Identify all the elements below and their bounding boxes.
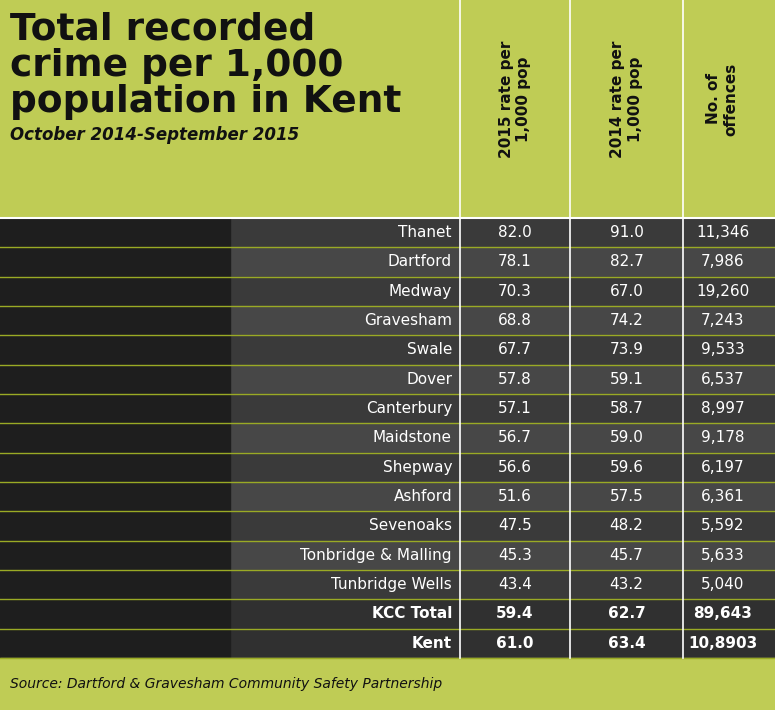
Bar xyxy=(0,306,775,335)
Text: 59.0: 59.0 xyxy=(610,430,643,445)
Bar xyxy=(0,628,775,658)
Text: 73.9: 73.9 xyxy=(609,342,643,358)
Bar xyxy=(0,599,230,628)
Text: 2015 rate per
1,000 pop: 2015 rate per 1,000 pop xyxy=(499,40,531,158)
Text: Tunbridge Wells: Tunbridge Wells xyxy=(331,577,452,592)
Text: Gravesham: Gravesham xyxy=(364,313,452,328)
Text: 9,533: 9,533 xyxy=(701,342,744,358)
Bar xyxy=(0,335,230,365)
Bar xyxy=(0,277,775,306)
Bar xyxy=(0,570,775,599)
Text: Shepway: Shepway xyxy=(383,460,452,475)
Text: 5,592: 5,592 xyxy=(701,518,744,533)
Text: 6,537: 6,537 xyxy=(701,372,744,387)
Text: population in Kent: population in Kent xyxy=(10,84,401,120)
Text: Total recorded: Total recorded xyxy=(10,12,315,48)
Bar xyxy=(0,423,775,453)
Text: 62.7: 62.7 xyxy=(608,606,646,621)
Text: October 2014-September 2015: October 2014-September 2015 xyxy=(10,126,299,144)
Text: 67.0: 67.0 xyxy=(610,284,643,299)
Text: Sevenoaks: Sevenoaks xyxy=(369,518,452,533)
Text: 19,260: 19,260 xyxy=(696,284,749,299)
Bar xyxy=(0,570,230,599)
Text: 68.8: 68.8 xyxy=(498,313,532,328)
Bar xyxy=(0,335,775,365)
Text: 43.4: 43.4 xyxy=(498,577,532,592)
Text: 43.2: 43.2 xyxy=(610,577,643,592)
Bar xyxy=(0,453,775,482)
Bar xyxy=(0,218,775,247)
Text: 57.8: 57.8 xyxy=(498,372,532,387)
Text: 6,361: 6,361 xyxy=(701,489,744,504)
Bar xyxy=(0,394,775,423)
Text: Dartford: Dartford xyxy=(388,254,452,270)
Text: Ashford: Ashford xyxy=(394,489,452,504)
Bar xyxy=(0,423,230,453)
Text: 70.3: 70.3 xyxy=(498,284,532,299)
Bar xyxy=(0,218,230,247)
Text: 57.1: 57.1 xyxy=(498,401,532,416)
Text: 67.7: 67.7 xyxy=(498,342,532,358)
Text: Thanet: Thanet xyxy=(398,225,452,240)
Bar xyxy=(0,247,230,277)
Text: 56.6: 56.6 xyxy=(498,460,532,475)
Text: 63.4: 63.4 xyxy=(608,636,646,651)
Text: 91.0: 91.0 xyxy=(610,225,643,240)
Text: 7,243: 7,243 xyxy=(701,313,744,328)
Text: crime per 1,000: crime per 1,000 xyxy=(10,48,343,84)
Text: 61.0: 61.0 xyxy=(496,636,534,651)
Text: 59.6: 59.6 xyxy=(609,460,643,475)
Bar xyxy=(0,306,230,335)
Text: 11,346: 11,346 xyxy=(696,225,749,240)
Text: 8,997: 8,997 xyxy=(701,401,744,416)
Text: 6,197: 6,197 xyxy=(701,460,744,475)
Text: No. of
offences: No. of offences xyxy=(706,62,739,136)
Text: Source: Dartford & Gravesham Community Safety Partnership: Source: Dartford & Gravesham Community S… xyxy=(10,677,442,691)
Text: 74.2: 74.2 xyxy=(610,313,643,328)
Text: Maidstone: Maidstone xyxy=(373,430,452,445)
Text: 9,178: 9,178 xyxy=(701,430,744,445)
Bar xyxy=(0,599,775,628)
Text: 56.7: 56.7 xyxy=(498,430,532,445)
Bar xyxy=(0,365,230,394)
Text: 58.7: 58.7 xyxy=(610,401,643,416)
Text: 48.2: 48.2 xyxy=(610,518,643,533)
Text: 5,633: 5,633 xyxy=(701,548,744,563)
Text: KCC Total: KCC Total xyxy=(372,606,452,621)
Bar xyxy=(0,453,230,482)
Text: 47.5: 47.5 xyxy=(498,518,532,533)
Bar xyxy=(0,365,775,394)
Text: 89,643: 89,643 xyxy=(693,606,752,621)
Text: 82.7: 82.7 xyxy=(610,254,643,270)
Text: Kent: Kent xyxy=(412,636,452,651)
Bar xyxy=(0,628,230,658)
Text: 57.5: 57.5 xyxy=(610,489,643,504)
Text: 5,040: 5,040 xyxy=(701,577,744,592)
Text: 59.4: 59.4 xyxy=(496,606,534,621)
Text: 7,986: 7,986 xyxy=(701,254,744,270)
Text: Canterbury: Canterbury xyxy=(366,401,452,416)
Bar xyxy=(0,541,775,570)
Text: 59.1: 59.1 xyxy=(610,372,643,387)
Text: 2014 rate per
1,000 pop: 2014 rate per 1,000 pop xyxy=(610,40,642,158)
Bar xyxy=(0,658,775,710)
Bar xyxy=(0,482,775,511)
Bar xyxy=(0,482,230,511)
Text: Dover: Dover xyxy=(406,372,452,387)
Text: 10,8903: 10,8903 xyxy=(688,636,757,651)
Text: Swale: Swale xyxy=(407,342,452,358)
Text: 82.0: 82.0 xyxy=(498,225,532,240)
Bar xyxy=(0,511,230,541)
Bar xyxy=(0,394,230,423)
Text: 45.7: 45.7 xyxy=(610,548,643,563)
Text: Tonbridge & Malling: Tonbridge & Malling xyxy=(301,548,452,563)
Bar xyxy=(0,277,230,306)
Text: Medway: Medway xyxy=(389,284,452,299)
Bar xyxy=(0,541,230,570)
Bar xyxy=(0,247,775,277)
Text: 78.1: 78.1 xyxy=(498,254,532,270)
Text: 51.6: 51.6 xyxy=(498,489,532,504)
Text: 45.3: 45.3 xyxy=(498,548,532,563)
Bar xyxy=(0,511,775,541)
